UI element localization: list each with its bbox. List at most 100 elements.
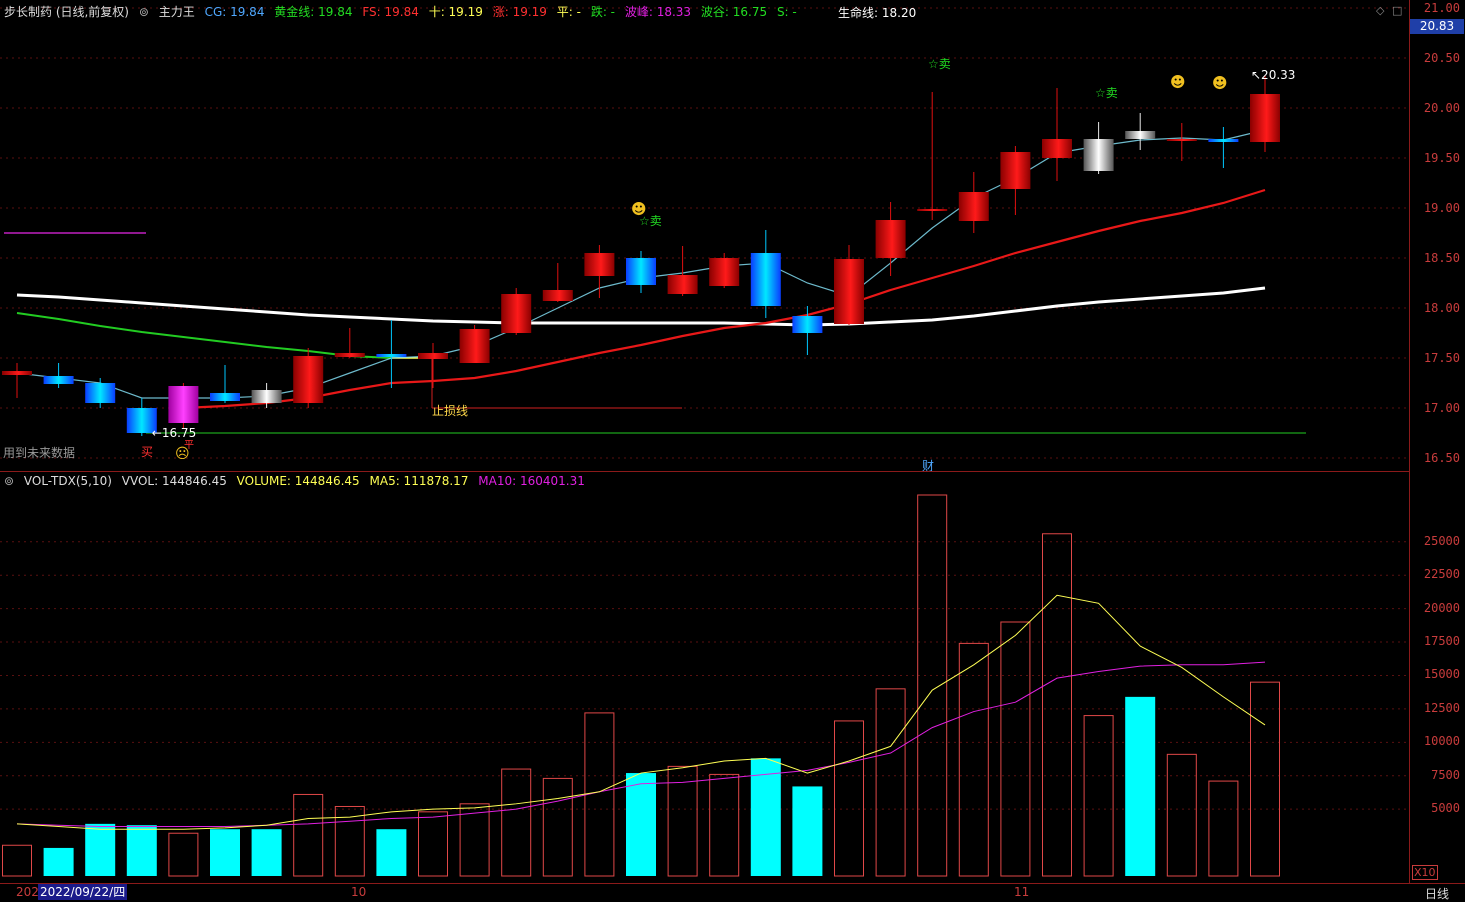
candle-body	[1166, 139, 1197, 141]
stock-title[interactable]: 步长制药 (日线,前复权)	[4, 5, 129, 19]
ma10-value: MA10: 160401.31	[478, 474, 585, 488]
green-trend-line	[16, 312, 392, 359]
candle-body	[1208, 139, 1239, 142]
volume-tick-label: 7500	[1431, 767, 1460, 782]
candle-body	[709, 258, 740, 286]
volume-tick-label: 12500	[1423, 700, 1460, 715]
bogu-value: 波谷: 16.75	[700, 5, 768, 19]
volume-bar	[126, 825, 157, 876]
candle-body	[210, 393, 240, 401]
sell-signal-3: ☆卖	[1095, 86, 1118, 100]
buy-signal: 买	[141, 445, 154, 459]
price-header: 步长制药 (日线,前复权) ⊚ 主力王 CG: 19.84 黄金线: 19.84…	[4, 3, 803, 20]
candle-body	[251, 390, 282, 403]
candle-body	[875, 220, 906, 258]
volume-bar	[1042, 533, 1072, 877]
price-axis: 21.00 20.50 20.00 19.50 19.00 18.50 18.00 17.50…	[1409, 0, 1465, 471]
volume-value: VOLUME: 144846.45	[236, 474, 360, 488]
vvol-value: VVOL: 144846.45	[121, 474, 227, 488]
price-tick-label: 19.00	[1423, 201, 1460, 215]
candle-body	[376, 354, 407, 357]
lifeline	[16, 286, 1266, 327]
volume-tick-label: 20000	[1423, 600, 1460, 615]
volume-bar	[251, 829, 282, 876]
candle-body	[126, 408, 157, 433]
candle-body	[792, 316, 823, 333]
candle-body	[958, 192, 989, 221]
volume-bar	[1125, 696, 1156, 876]
s-value: S: -	[776, 5, 797, 19]
candle-body	[1125, 131, 1156, 139]
candle-body	[2, 371, 32, 375]
ma5-value: MA5: 111878.17	[369, 474, 469, 488]
volume-bar	[958, 642, 989, 877]
candle-body	[750, 253, 781, 306]
price-tick-label: 17.00	[1423, 401, 1460, 415]
panel-controls[interactable]: ◇ □	[1376, 4, 1402, 17]
volume-bar	[376, 829, 407, 876]
smile-icon: ☻	[631, 200, 647, 218]
diamond-icon[interactable]: ◇	[1376, 4, 1385, 17]
candle-body	[542, 290, 573, 301]
candle-body	[626, 258, 656, 285]
cursor-date: 2022/09/22/四	[38, 884, 128, 900]
volume-bar	[626, 773, 656, 876]
sell-signal-2: ☆卖	[928, 57, 951, 71]
die-value: 跌: -	[590, 5, 616, 19]
red-ma-line	[183, 188, 1266, 410]
volume-bar	[1208, 780, 1239, 877]
volume-bar	[542, 777, 573, 877]
volume-chart-panel[interactable]: ⊚ VOL-TDX(5,10) VVOL: 144846.45 VOLUME: …	[0, 471, 1409, 883]
volume-bar	[168, 832, 199, 877]
volume-bar	[709, 773, 740, 877]
volume-chart[interactable]	[0, 472, 1409, 884]
volume-bar	[792, 786, 823, 876]
smile-icon: ☻	[1170, 73, 1186, 91]
volume-bar	[1250, 681, 1280, 877]
volume-bar	[1000, 621, 1031, 877]
zhang-value: 涨: 19.19	[492, 5, 547, 19]
volume-bar	[459, 803, 490, 877]
price-chart[interactable]: ←16.75 ↖20.33	[0, 0, 1409, 471]
volume-bar	[834, 720, 864, 877]
indicator-name[interactable]: 主力王	[158, 5, 195, 19]
price-tick-label: 21.00	[1423, 1, 1460, 15]
candle-body	[1250, 94, 1280, 142]
square-icon[interactable]: □	[1391, 4, 1403, 17]
volume-indicator-name[interactable]: VOL-TDX(5,10)	[23, 474, 112, 488]
volume-tick-label: 10000	[1423, 734, 1460, 749]
date-axis: 202 2022/09/22/四 10 11 日线	[0, 883, 1465, 902]
candle-body	[334, 353, 365, 357]
price-tick-label: 20.50	[1423, 51, 1460, 65]
sell-signal-1: ☆卖	[639, 214, 662, 228]
candle-body	[667, 275, 698, 294]
price-tick-label: 18.50	[1423, 251, 1460, 265]
candle-body	[917, 209, 948, 211]
volume-bar	[210, 829, 240, 876]
price-tick-label: 19.50	[1423, 151, 1460, 165]
indicator-dropdown-icon[interactable]: ⊚	[138, 5, 149, 19]
month-oct: 10	[351, 885, 367, 899]
volume-ma5-line	[16, 594, 1266, 830]
candle-body	[584, 253, 615, 276]
volume-tick-label: 25000	[1423, 533, 1460, 548]
volume-header: ⊚ VOL-TDX(5,10) VVOL: 144846.45 VOLUME: …	[4, 474, 591, 488]
high-price-label: ↖20.33	[1251, 68, 1295, 82]
candle-body	[168, 386, 199, 423]
volume-bar	[1083, 715, 1114, 877]
volume-bar	[85, 823, 116, 876]
last-price-badge: 20.83	[1410, 19, 1464, 34]
candle-body	[85, 383, 116, 403]
future-data-note: 用到未来数据	[3, 446, 76, 460]
candle-body	[1000, 152, 1031, 189]
period-label[interactable]: 日线	[1424, 887, 1449, 901]
price-tick-label: 20.00	[1423, 101, 1460, 115]
price-chart-panel[interactable]: ←16.75 ↖20.33 步长制药 (日线,前复权) ⊚ 主力王 CG: 19.…	[0, 0, 1409, 473]
cg-value: CG: 19.84	[204, 5, 265, 19]
volume-tick-label: 15000	[1423, 667, 1460, 682]
volume-multiplier: X10	[1412, 865, 1438, 880]
volume-tick-label: 17500	[1423, 634, 1460, 649]
volume-dropdown-icon[interactable]: ⊚	[4, 474, 15, 488]
bofeng-value: 波峰: 18.33	[624, 5, 692, 19]
low-price-label: ←16.75	[152, 426, 196, 440]
